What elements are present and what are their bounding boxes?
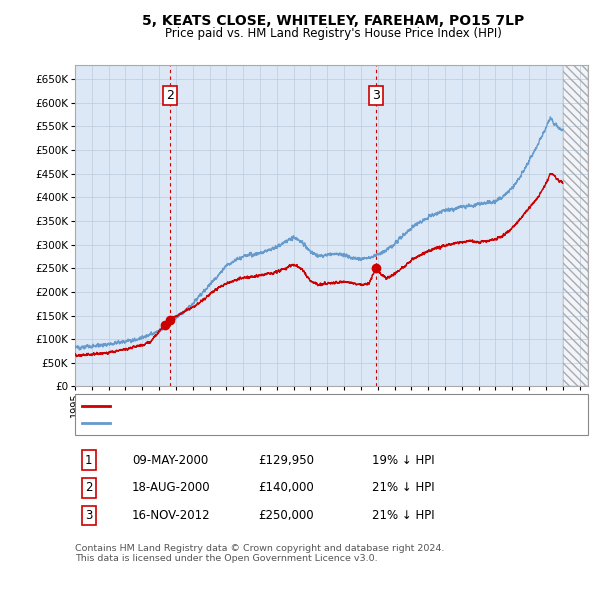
Text: 2: 2 xyxy=(85,481,92,494)
Text: 5, KEATS CLOSE, WHITELEY, FAREHAM, PO15 7LP: 5, KEATS CLOSE, WHITELEY, FAREHAM, PO15 … xyxy=(142,14,524,28)
Text: HPI: Average price, detached house, Fareham: HPI: Average price, detached house, Fare… xyxy=(114,418,352,428)
Text: 2: 2 xyxy=(166,89,173,102)
Text: 21% ↓ HPI: 21% ↓ HPI xyxy=(372,481,434,494)
Text: 3: 3 xyxy=(85,509,92,522)
Text: 09-MAY-2000: 09-MAY-2000 xyxy=(132,454,208,467)
Bar xyxy=(563,65,588,386)
Bar xyxy=(563,65,588,386)
Text: £250,000: £250,000 xyxy=(258,509,314,522)
Text: 18-AUG-2000: 18-AUG-2000 xyxy=(132,481,211,494)
Text: Price paid vs. HM Land Registry's House Price Index (HPI): Price paid vs. HM Land Registry's House … xyxy=(164,27,502,40)
Text: 1: 1 xyxy=(85,454,92,467)
Bar xyxy=(563,65,588,386)
Text: 3: 3 xyxy=(372,89,380,102)
Text: 21% ↓ HPI: 21% ↓ HPI xyxy=(372,509,434,522)
Text: 19% ↓ HPI: 19% ↓ HPI xyxy=(372,454,434,467)
Text: £140,000: £140,000 xyxy=(258,481,314,494)
Text: 5, KEATS CLOSE, WHITELEY, FAREHAM, PO15 7LP (detached house): 5, KEATS CLOSE, WHITELEY, FAREHAM, PO15 … xyxy=(114,401,463,411)
Text: 16-NOV-2012: 16-NOV-2012 xyxy=(132,509,211,522)
Text: £129,950: £129,950 xyxy=(258,454,314,467)
Text: Contains HM Land Registry data © Crown copyright and database right 2024.
This d: Contains HM Land Registry data © Crown c… xyxy=(75,544,445,563)
